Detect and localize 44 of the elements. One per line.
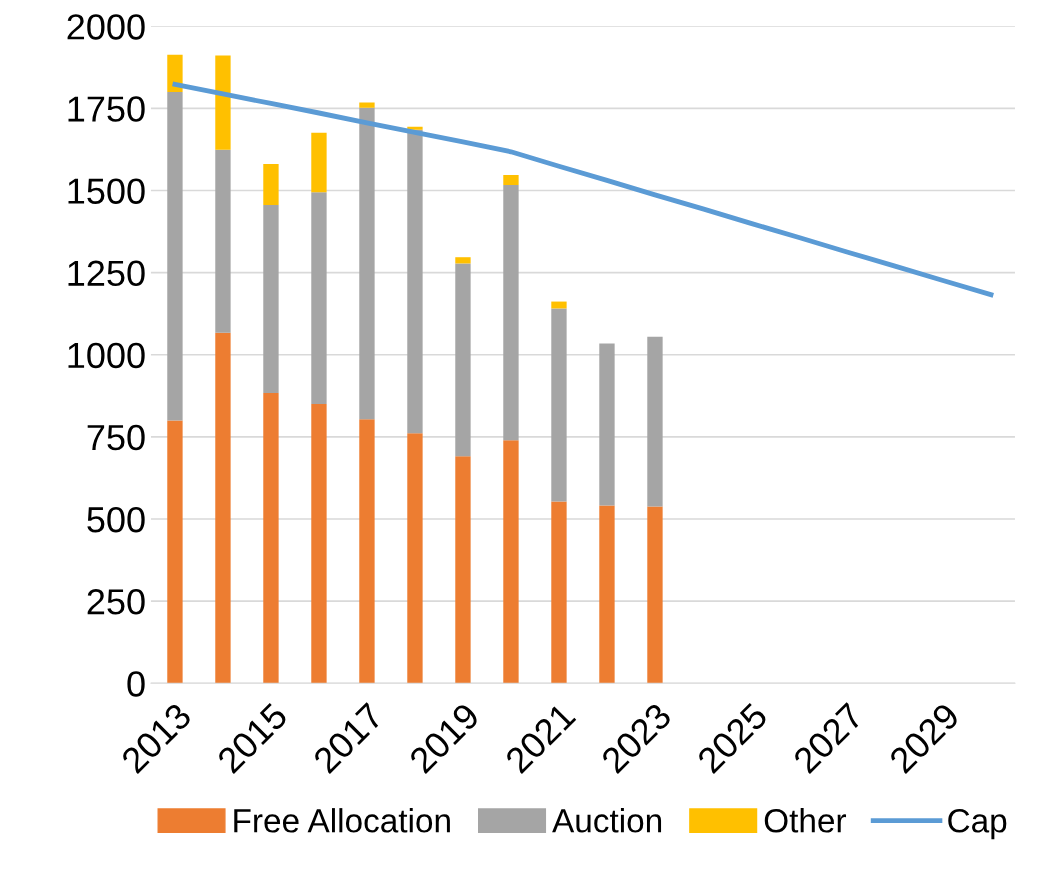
y-tick-label: 750 — [87, 424, 145, 451]
bar — [263, 204, 279, 393]
bar — [311, 132, 327, 193]
legend-label: Free Allocation — [234, 808, 450, 833]
bar — [503, 184, 519, 441]
bar — [311, 192, 327, 405]
y-tick-label: 250 — [87, 589, 145, 615]
bar — [215, 149, 231, 333]
bar — [647, 336, 663, 507]
y-tick-label: 1250 — [68, 260, 145, 287]
bar — [599, 505, 615, 684]
bar — [311, 404, 327, 684]
bar — [167, 91, 183, 421]
bar — [455, 263, 471, 457]
bar — [167, 54, 183, 92]
bar — [407, 433, 423, 684]
bar — [263, 392, 279, 684]
y-tick-label: 0 — [127, 671, 145, 697]
bar — [551, 301, 567, 309]
bar — [455, 456, 471, 684]
bar — [359, 102, 375, 108]
bar — [359, 107, 375, 420]
legend-label: Other — [764, 808, 847, 833]
bar — [359, 419, 375, 684]
bar — [503, 175, 519, 185]
legend-label: Cap — [948, 808, 1007, 840]
legend-label: Auction — [552, 808, 662, 833]
bar — [551, 308, 567, 502]
bar — [647, 506, 663, 684]
bar — [215, 332, 231, 684]
y-tick-label: 500 — [87, 506, 145, 533]
bar — [263, 163, 279, 205]
bar — [599, 343, 615, 506]
bar — [503, 440, 519, 684]
y-tick-label: 1500 — [68, 178, 145, 204]
y-tick-label: 2000 — [67, 14, 145, 40]
bar — [167, 420, 183, 684]
y-tick-label: 1000 — [68, 342, 145, 369]
line-series — [172, 81, 994, 298]
bar — [407, 129, 423, 434]
bar — [551, 501, 567, 684]
y-tick-label: 1750 — [68, 96, 145, 122]
bar — [215, 55, 231, 150]
bar — [455, 257, 471, 264]
